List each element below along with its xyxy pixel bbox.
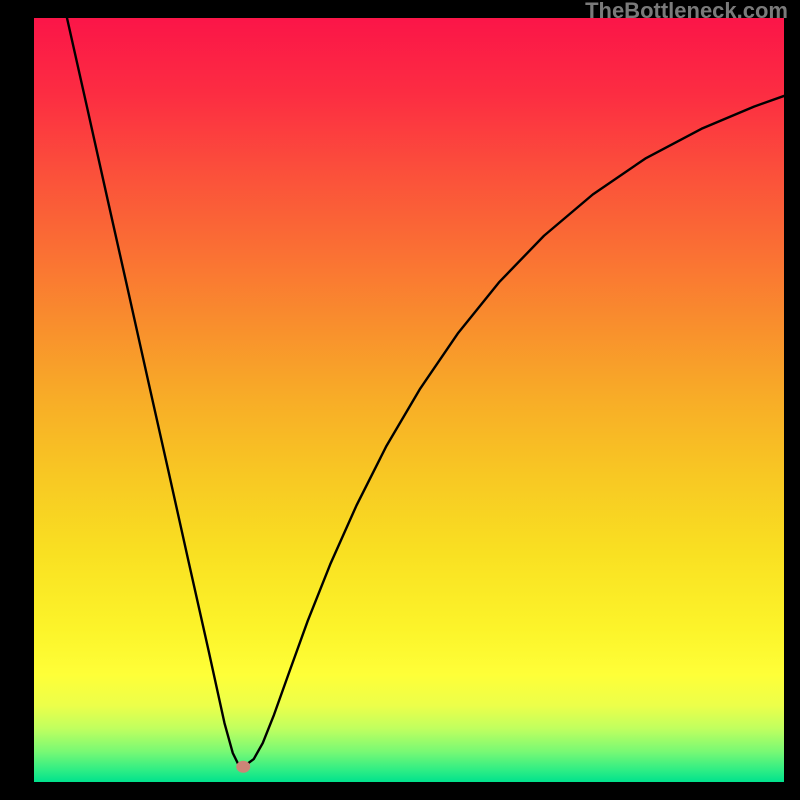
gradient-background bbox=[34, 18, 784, 782]
gradient-plot bbox=[34, 18, 784, 782]
watermark-text: TheBottleneck.com bbox=[585, 0, 788, 24]
optimal-point-marker bbox=[236, 761, 250, 773]
chart-frame: TheBottleneck.com bbox=[0, 0, 800, 800]
